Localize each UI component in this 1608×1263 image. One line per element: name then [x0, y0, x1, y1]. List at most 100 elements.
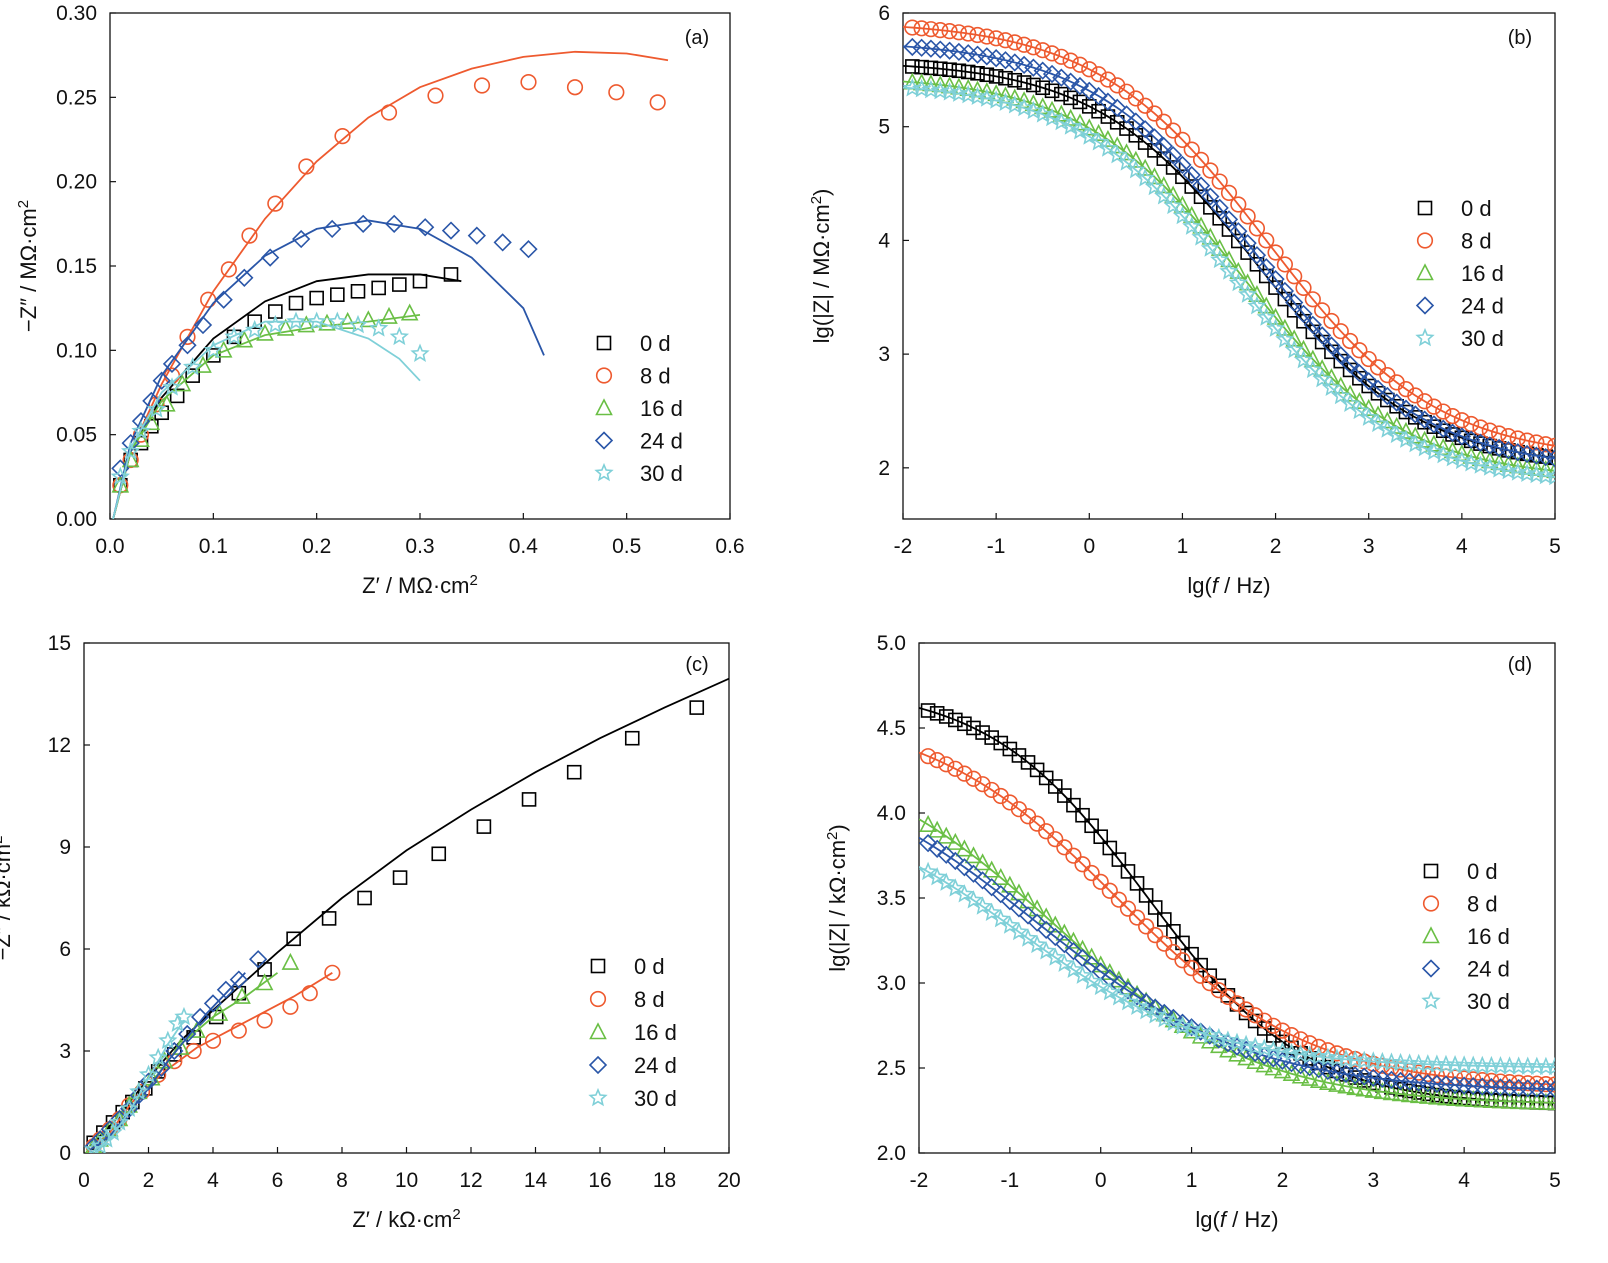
data-point — [1209, 249, 1230, 269]
data-point — [467, 226, 486, 245]
data-point — [1290, 1044, 1311, 1063]
legend-marker — [1421, 990, 1441, 1010]
data-point — [392, 870, 408, 885]
data-point — [1405, 433, 1425, 453]
data-point — [1227, 1032, 1247, 1051]
data-point — [1470, 455, 1491, 474]
data-point — [1045, 947, 1065, 966]
data-point — [1303, 315, 1322, 334]
data-point — [1281, 1042, 1302, 1062]
data-point — [964, 864, 983, 883]
data-point — [1266, 270, 1285, 289]
data-point — [1126, 112, 1145, 131]
data-point — [950, 24, 967, 41]
data-point — [928, 839, 947, 859]
data-point — [1415, 410, 1434, 429]
data-point — [193, 315, 213, 335]
data-point — [1191, 227, 1211, 246]
data-point — [214, 290, 233, 309]
data-point — [937, 845, 956, 864]
data-point — [1228, 995, 1246, 1012]
data-point — [1282, 1063, 1301, 1082]
data-point — [1373, 1082, 1392, 1100]
data-point — [1107, 144, 1127, 164]
legend-label: 16 d — [1461, 261, 1504, 286]
data-point — [1175, 935, 1190, 951]
data-point — [327, 311, 348, 330]
data-point — [919, 748, 937, 765]
data-point — [1047, 779, 1063, 794]
x-tick-label: -1 — [1001, 1169, 1020, 1192]
data-point — [1406, 405, 1425, 424]
data-point — [1346, 1078, 1364, 1096]
legend-label: 24 d — [634, 1053, 677, 1078]
data-point — [1491, 1091, 1510, 1109]
legend-label: 30 d — [1467, 989, 1510, 1014]
data-point — [1368, 379, 1388, 398]
data-point — [261, 248, 280, 267]
data-point — [1407, 387, 1424, 404]
x-axis-label: lg(f / Hz) — [1187, 573, 1270, 598]
legend-marker — [595, 367, 613, 384]
data-point — [1517, 463, 1537, 483]
legend-label: 8 d — [1461, 229, 1492, 254]
data-point — [1471, 433, 1490, 452]
data-point — [997, 32, 1014, 49]
y-tick-label: 0.05 — [56, 424, 97, 447]
data-point — [958, 84, 978, 104]
data-point — [1098, 92, 1118, 111]
data-point — [235, 268, 254, 287]
data-point — [286, 311, 306, 330]
fit-line — [112, 314, 421, 519]
x-axis-label: Z′ / kΩ·cm2 — [352, 1206, 460, 1233]
data-point — [1528, 1092, 1546, 1110]
data-point — [1200, 238, 1221, 257]
fit-line — [112, 50, 669, 519]
data-point — [954, 884, 975, 903]
data-point — [1425, 398, 1443, 415]
series-30d — [110, 311, 430, 519]
data-point — [1084, 818, 1099, 834]
data-point — [171, 1037, 190, 1055]
data-point — [179, 328, 196, 345]
data-point — [1545, 466, 1555, 486]
legend-marker — [1415, 327, 1435, 347]
data-point — [936, 872, 956, 891]
data-point — [995, 92, 1016, 112]
data-point — [1138, 888, 1154, 903]
data-point — [148, 1047, 168, 1067]
legend-marker — [594, 462, 614, 482]
data-point — [174, 1006, 194, 1026]
data-point — [321, 911, 337, 926]
data-point — [1057, 788, 1072, 803]
data-point — [1184, 179, 1200, 194]
data-point — [1255, 1055, 1274, 1073]
data-point — [178, 336, 197, 355]
legend-marker — [1416, 232, 1434, 249]
data-point — [1047, 831, 1064, 848]
data-point — [1156, 935, 1173, 952]
data-point — [1163, 195, 1183, 215]
data-point — [380, 306, 398, 324]
data-point — [267, 195, 284, 212]
data-point — [244, 319, 265, 339]
data-point — [210, 1003, 229, 1021]
data-point — [521, 792, 537, 807]
legend-label: 0 d — [640, 331, 671, 356]
data-point — [1332, 323, 1349, 340]
data-point — [359, 310, 378, 328]
data-point — [951, 63, 967, 79]
data-point — [1301, 1035, 1318, 1052]
plot-frame — [109, 12, 731, 520]
data-point — [132, 429, 150, 448]
data-point — [1220, 184, 1238, 201]
data-point — [1055, 923, 1074, 941]
data-point — [1406, 426, 1425, 444]
legend-marker — [1417, 200, 1433, 216]
data-point — [1136, 1000, 1156, 1020]
data-point — [960, 25, 977, 42]
data-point — [1537, 1092, 1555, 1110]
data-point — [1264, 1058, 1283, 1076]
data-point — [1546, 437, 1555, 454]
data-point — [206, 348, 221, 363]
